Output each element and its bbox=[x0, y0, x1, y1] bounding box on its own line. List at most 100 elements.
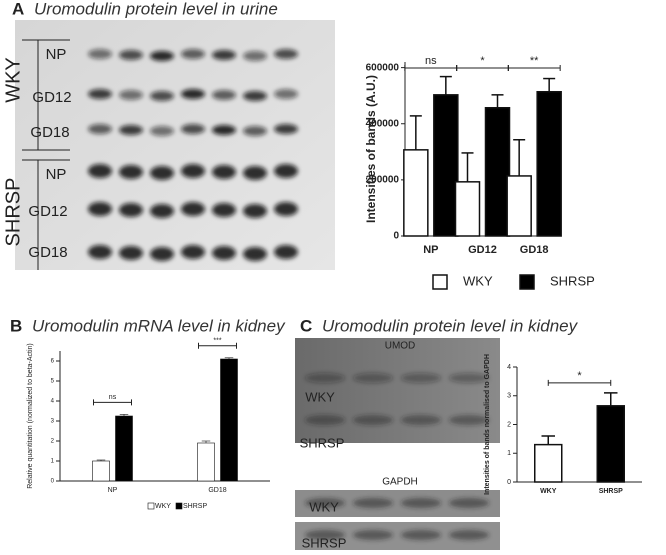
blot-band bbox=[88, 49, 112, 59]
legend-label: SHRSP bbox=[183, 503, 207, 510]
y-axis-label: Relative quantitation (normalized to bet… bbox=[27, 343, 34, 489]
panel-title: Uromodulin protein level in urine bbox=[34, 0, 278, 18]
error-bar bbox=[119, 414, 129, 416]
blot-band bbox=[274, 202, 298, 216]
blot-band bbox=[274, 49, 298, 59]
y-tick-label: 4 bbox=[51, 399, 55, 405]
error-bar bbox=[224, 357, 234, 359]
blot-label: SHRSP bbox=[302, 535, 347, 550]
blot-band bbox=[119, 246, 143, 260]
blot-band bbox=[119, 125, 143, 135]
blot-band bbox=[181, 202, 205, 216]
x-tick-label: NP bbox=[108, 487, 118, 494]
legend-swatch bbox=[147, 502, 155, 510]
blot-band bbox=[88, 124, 112, 134]
error-bar bbox=[513, 138, 526, 176]
blot-band bbox=[88, 245, 112, 259]
blot-band bbox=[353, 415, 393, 425]
bar bbox=[220, 358, 238, 482]
error-bar bbox=[543, 77, 556, 92]
panel-letter: C bbox=[300, 316, 312, 335]
significance-label: ** bbox=[530, 55, 539, 67]
y-tick-label: 4 bbox=[507, 364, 511, 371]
y-axis-label: Intensities of bands normalised to GAPDH bbox=[484, 354, 491, 495]
blot-band bbox=[449, 498, 489, 508]
blot-band bbox=[88, 164, 112, 178]
blot-band bbox=[401, 415, 441, 425]
blot-band bbox=[243, 51, 267, 61]
legend-swatch bbox=[519, 274, 535, 290]
error-bar bbox=[541, 435, 555, 445]
y-tick-label: 0 bbox=[393, 231, 399, 242]
bar bbox=[454, 181, 481, 237]
blot-band bbox=[181, 245, 205, 259]
blot-band bbox=[150, 247, 174, 261]
blot-band bbox=[353, 373, 393, 383]
bar bbox=[536, 90, 562, 237]
blot-label: NP bbox=[46, 166, 67, 183]
blot-band bbox=[305, 498, 345, 508]
blot-band bbox=[274, 164, 298, 178]
y-tick-label: 5 bbox=[51, 379, 55, 385]
error-bar bbox=[604, 392, 618, 406]
significance-label: * bbox=[577, 370, 582, 382]
error-bar bbox=[409, 115, 422, 150]
blot-band bbox=[305, 415, 345, 425]
blot-label: WKY bbox=[2, 57, 24, 103]
blot-label: WKY bbox=[305, 389, 335, 404]
blot-band bbox=[401, 498, 441, 508]
blot-band bbox=[243, 247, 267, 261]
y-tick-label: 200000 bbox=[366, 175, 400, 186]
blot-label: SHRSP bbox=[2, 178, 24, 247]
y-tick-label: 1 bbox=[507, 450, 511, 457]
blot-band bbox=[119, 203, 143, 217]
blot-band bbox=[119, 50, 143, 60]
x-tick-label: NP bbox=[423, 244, 438, 256]
blot-band bbox=[449, 373, 489, 383]
blot-label: GD12 bbox=[28, 203, 67, 220]
blot-band bbox=[449, 415, 489, 425]
y-tick-label: 2 bbox=[51, 439, 55, 445]
blot-band bbox=[181, 164, 205, 178]
blot-image bbox=[15, 20, 335, 270]
blot-label: GD12 bbox=[32, 89, 71, 106]
blot-label: SHRSP bbox=[300, 435, 345, 450]
y-tick-label: 0 bbox=[51, 479, 55, 485]
y-axis-label: Intensities of bands (A.U.) bbox=[364, 75, 378, 223]
blot-band bbox=[181, 49, 205, 59]
significance-label: *** bbox=[213, 338, 221, 345]
blot-band bbox=[88, 202, 112, 216]
blot-band bbox=[181, 124, 205, 134]
panel-letter: B bbox=[10, 316, 22, 335]
panel-title: Uromodulin protein level in kidney bbox=[322, 316, 579, 335]
blot-band bbox=[212, 90, 236, 100]
blot-band bbox=[212, 50, 236, 60]
y-tick-label: 600000 bbox=[366, 62, 400, 73]
bar bbox=[403, 149, 429, 237]
bar bbox=[115, 415, 133, 482]
blot-band bbox=[243, 91, 267, 101]
y-tick-label: 1 bbox=[51, 459, 55, 465]
blot-band bbox=[212, 203, 236, 217]
x-tick-label: WKY bbox=[540, 488, 557, 495]
blot-label: GD18 bbox=[30, 124, 69, 141]
y-tick-label: 3 bbox=[51, 419, 55, 425]
x-tick-label: GD18 bbox=[520, 244, 549, 256]
blot-band bbox=[150, 166, 174, 180]
blot-band bbox=[119, 90, 143, 100]
blot-band bbox=[150, 126, 174, 136]
legend-label: WKY bbox=[155, 503, 171, 510]
bar bbox=[506, 175, 532, 237]
legend-label: WKY bbox=[463, 273, 493, 288]
blot-band bbox=[243, 126, 267, 136]
y-tick-label: 2 bbox=[507, 421, 511, 428]
significance-label: ns bbox=[109, 394, 117, 401]
x-tick-label: GD18 bbox=[208, 487, 226, 494]
x-tick-label: GD12 bbox=[468, 244, 497, 256]
blot-brackets bbox=[22, 39, 70, 270]
blot-band bbox=[305, 373, 345, 383]
y-tick-label: 400000 bbox=[366, 118, 400, 129]
error-bar bbox=[491, 94, 504, 108]
blot-band bbox=[274, 124, 298, 134]
blot-label: UMOD bbox=[385, 341, 416, 352]
